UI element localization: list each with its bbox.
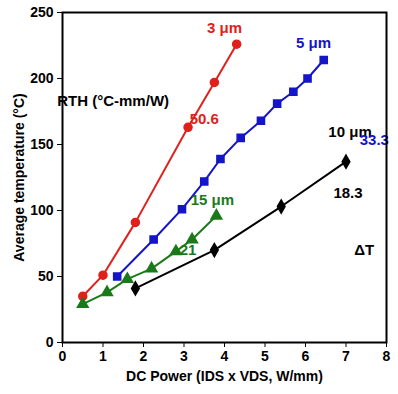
svg-text:8: 8 [383,348,391,364]
svg-text:100: 100 [30,202,54,218]
svg-text:ΔT: ΔT [354,241,374,258]
svg-text:15 μm: 15 μm [191,191,234,208]
svg-text:2: 2 [140,348,148,364]
svg-text:5 μm: 5 μm [296,34,331,51]
svg-text:7: 7 [342,348,350,364]
svg-text:18.3: 18.3 [333,184,362,201]
svg-text:5: 5 [261,348,269,364]
svg-text:DC Power (IDS x VDS, W/mm): DC Power (IDS x VDS, W/mm) [126,368,323,384]
svg-text:0: 0 [46,334,54,350]
svg-text:0: 0 [59,348,67,364]
svg-text:150: 150 [30,136,54,152]
svg-text:250: 250 [30,4,54,20]
svg-text:50: 50 [38,268,54,284]
svg-text:4: 4 [221,348,229,364]
svg-text:3: 3 [180,348,188,364]
svg-text:Average temperature (°C): Average temperature (°C) [11,93,27,261]
svg-text:3 μm: 3 μm [207,19,242,36]
svg-text:1: 1 [99,348,107,364]
svg-text:21: 21 [180,241,197,258]
svg-text:10 μm: 10 μm [328,123,372,141]
svg-text:33.3: 33.3 [360,131,389,148]
svg-text:200: 200 [30,70,54,86]
svg-text:6: 6 [302,348,310,364]
svg-text:RTH (°C-mm/W): RTH (°C-mm/W) [57,92,169,109]
svg-text:50.6: 50.6 [190,110,219,127]
